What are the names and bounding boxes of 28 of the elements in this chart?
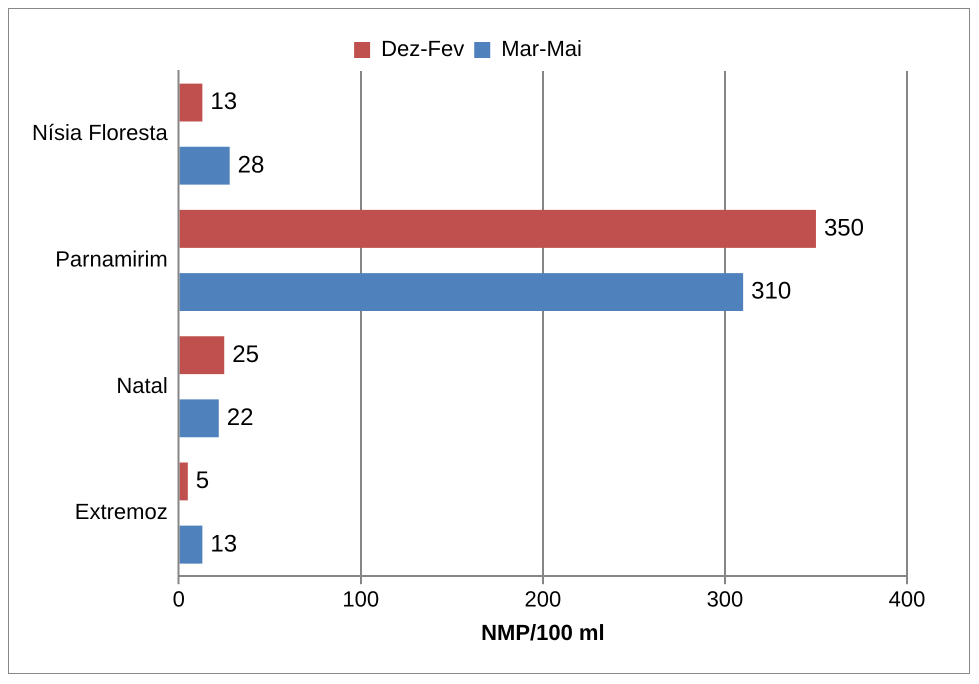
data-label: 13 (210, 530, 238, 558)
x-axis-title: NMP/100 ml (481, 620, 605, 645)
bar (180, 273, 744, 311)
legend-label: Dez-Fev (381, 36, 464, 62)
y-tick-label: Nísia Floresta (32, 120, 168, 146)
bar (180, 146, 230, 185)
y-tick-label: Parnamirim (55, 246, 168, 272)
y-tick-label: Natal (116, 372, 168, 398)
x-tick-label: 100 (342, 586, 380, 612)
data-label: 22 (226, 404, 254, 431)
bar (180, 84, 202, 122)
bar (180, 399, 219, 438)
data-label: 350 (824, 214, 864, 242)
data-label: 25 (232, 340, 259, 368)
y-tick-label: Extremoz (74, 499, 168, 524)
bar (180, 210, 816, 248)
bar (180, 462, 188, 500)
bar (180, 336, 224, 374)
x-tick-label: 300 (706, 586, 744, 612)
x-tick-label: 0 (172, 586, 185, 612)
data-label: 5 (196, 467, 210, 494)
data-label: 310 (751, 278, 792, 305)
x-tick-label: 200 (524, 586, 562, 612)
x-tick-label: 400 (888, 586, 926, 612)
data-label: 13 (210, 88, 238, 116)
legend-label: Mar-Mai (501, 36, 582, 62)
data-label: 28 (238, 151, 264, 178)
bar (180, 526, 202, 564)
